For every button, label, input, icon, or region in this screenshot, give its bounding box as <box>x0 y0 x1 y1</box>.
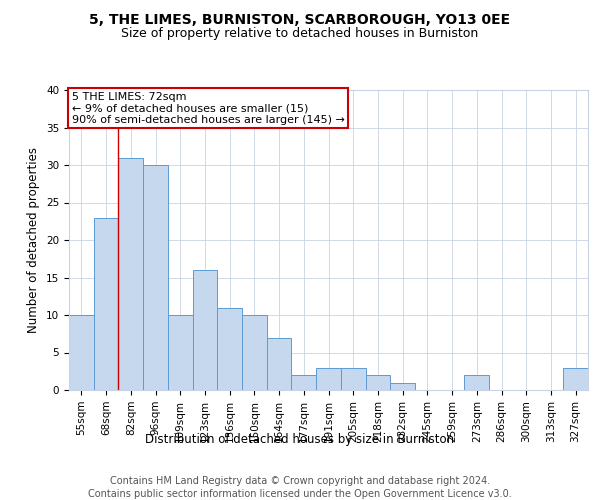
Text: Size of property relative to detached houses in Burniston: Size of property relative to detached ho… <box>121 28 479 40</box>
Bar <box>94 218 118 390</box>
Text: Distribution of detached houses by size in Burniston: Distribution of detached houses by size … <box>145 432 455 446</box>
Text: 5, THE LIMES, BURNISTON, SCARBOROUGH, YO13 0EE: 5, THE LIMES, BURNISTON, SCARBOROUGH, YO… <box>89 12 511 26</box>
Bar <box>242 315 267 390</box>
Bar <box>390 382 415 390</box>
Bar <box>464 375 489 390</box>
Bar <box>267 338 292 390</box>
Bar <box>563 368 588 390</box>
Bar <box>143 165 168 390</box>
Bar <box>217 308 242 390</box>
Y-axis label: Number of detached properties: Number of detached properties <box>28 147 40 333</box>
Bar <box>292 375 316 390</box>
Bar <box>365 375 390 390</box>
Text: Contains public sector information licensed under the Open Government Licence v3: Contains public sector information licen… <box>88 489 512 499</box>
Bar <box>193 270 217 390</box>
Bar <box>69 315 94 390</box>
Text: 5 THE LIMES: 72sqm
← 9% of detached houses are smaller (15)
90% of semi-detached: 5 THE LIMES: 72sqm ← 9% of detached hous… <box>71 92 344 124</box>
Text: Contains HM Land Registry data © Crown copyright and database right 2024.: Contains HM Land Registry data © Crown c… <box>110 476 490 486</box>
Bar <box>168 315 193 390</box>
Bar <box>118 158 143 390</box>
Bar <box>316 368 341 390</box>
Bar <box>341 368 365 390</box>
